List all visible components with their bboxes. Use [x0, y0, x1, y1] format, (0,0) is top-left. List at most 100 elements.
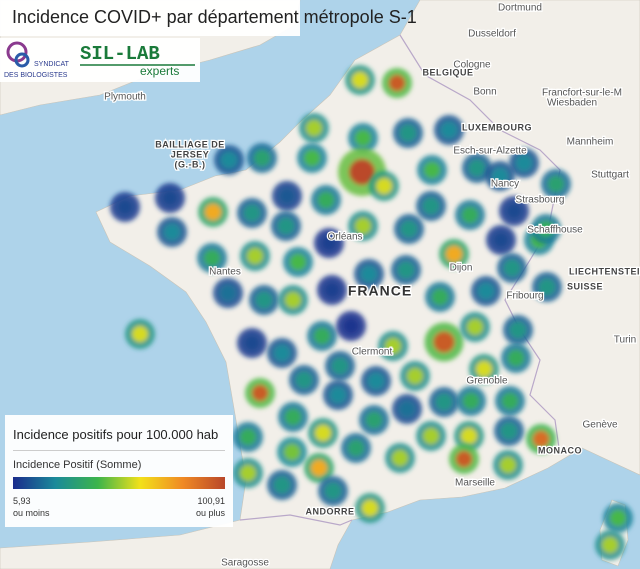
heat-core — [352, 72, 368, 88]
heat-spot — [341, 433, 371, 463]
heat-spot — [503, 315, 533, 345]
heat-spot — [240, 241, 270, 271]
heat-core — [311, 460, 327, 476]
heat-spot — [307, 321, 337, 351]
heat-core — [361, 266, 377, 282]
heat-core — [462, 207, 478, 223]
map-label: Fribourg — [506, 291, 543, 302]
heat-core — [463, 393, 479, 409]
heat-core — [538, 221, 554, 237]
heat-core — [330, 387, 346, 403]
logo-text: SIL-LAB — [80, 43, 160, 65]
map-label: Orléans — [327, 232, 362, 243]
map-label: Cologne — [453, 60, 491, 71]
map-label: Bonn — [473, 87, 496, 98]
heat-core — [318, 192, 334, 208]
heat-spot — [299, 113, 329, 143]
heat-spot — [400, 361, 430, 391]
heat-spot — [314, 228, 344, 258]
heat-core — [407, 368, 423, 384]
heat-core — [504, 260, 520, 276]
heat-core — [254, 150, 270, 166]
heat-spot — [391, 255, 421, 285]
heat-spot — [197, 243, 227, 273]
map-label: Schaffhouse — [527, 225, 583, 236]
logo-text: experts — [140, 64, 179, 78]
heat-core — [432, 289, 448, 305]
heat-spot — [277, 437, 307, 467]
heat-core — [501, 423, 517, 439]
heat-spot — [454, 421, 484, 451]
heat-core — [366, 412, 382, 428]
heat-spot — [323, 380, 353, 410]
heat-spot — [526, 424, 556, 454]
heat-core — [392, 450, 408, 466]
heat-spot — [271, 211, 301, 241]
heat-spot — [348, 123, 378, 153]
legend-title: Incidence positifs pour 100.000 hab — [13, 427, 219, 442]
heat-core — [247, 248, 263, 264]
logos: SYNDICAT DES BIOLOGISTES SIL-LAB experts — [4, 41, 195, 79]
heat-core — [516, 155, 532, 171]
heat-spot — [497, 253, 527, 283]
map-label: Strasbourg — [516, 195, 565, 206]
map-label: Dusseldorf — [468, 29, 516, 40]
heat-spot — [317, 275, 347, 305]
heat-core — [385, 338, 401, 354]
map-label: Dijon — [450, 263, 473, 274]
legend-max-note: ou plus — [195, 508, 225, 518]
heat-spot — [493, 450, 523, 480]
heat-spot — [485, 161, 515, 191]
heat-spot — [434, 115, 464, 145]
map-label: Saragosse — [221, 558, 269, 569]
heat-spot — [267, 338, 297, 368]
heat-spot — [214, 145, 244, 175]
heat-spot — [249, 285, 279, 315]
heat-spot — [501, 343, 531, 373]
heat-core — [132, 326, 148, 342]
heat-spot — [486, 225, 516, 255]
heat-core — [398, 262, 414, 278]
logo-text: SYNDICAT — [34, 61, 70, 68]
heat-core — [446, 246, 462, 262]
heat-spot — [425, 282, 455, 312]
heat-core — [508, 350, 524, 366]
heat-core — [278, 218, 294, 234]
heat-spot — [494, 416, 524, 446]
heat-spot — [509, 148, 539, 178]
heat-core — [400, 125, 416, 141]
heat-core — [389, 75, 405, 91]
heat-spot — [460, 312, 490, 342]
map-label: FRANCE — [348, 283, 412, 299]
heat-core — [500, 457, 516, 473]
heat-core — [399, 401, 415, 417]
heat-spot — [233, 458, 263, 488]
heat-core — [162, 190, 178, 206]
heat-core — [204, 250, 220, 266]
heat-core — [244, 335, 260, 351]
heat-core — [478, 283, 494, 299]
title: Incidence COVID+ par département métropo… — [12, 7, 417, 27]
map-label: Wiesbaden — [547, 98, 597, 109]
heat-core — [433, 331, 455, 353]
heat-spot — [429, 387, 459, 417]
heat-core — [256, 292, 272, 308]
heat-core — [315, 425, 331, 441]
heat-core — [321, 235, 337, 251]
heat-core — [362, 500, 378, 516]
heat-spot — [237, 198, 267, 228]
heat-core — [539, 279, 555, 295]
map-label: LIECHTENSTEIN — [569, 266, 640, 276]
heat-core — [368, 373, 384, 389]
heat-core — [296, 372, 312, 388]
heat-spot — [603, 503, 633, 533]
heat-core — [285, 409, 301, 425]
heat-spot — [157, 217, 187, 247]
heat-spot — [345, 65, 375, 95]
heat-spot — [283, 247, 313, 277]
heat-core — [467, 319, 483, 335]
heat-core — [244, 205, 260, 221]
heat-core — [469, 160, 485, 176]
heat-core — [220, 285, 236, 301]
